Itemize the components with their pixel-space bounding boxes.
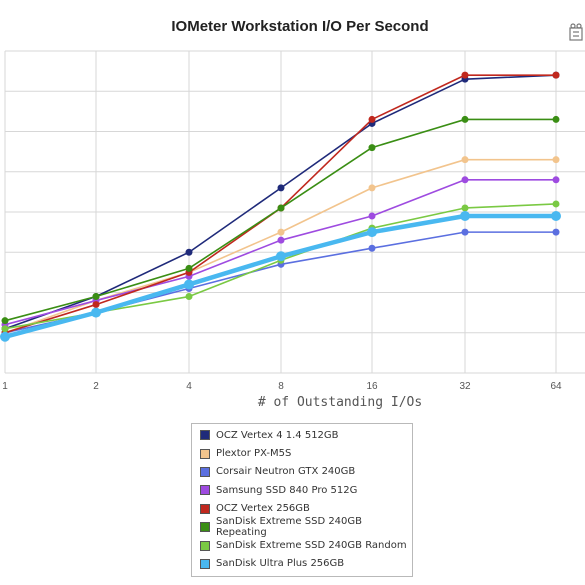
chart-title: IOMeter Workstation I/O Per Second [171,18,429,35]
legend-swatch [200,448,210,459]
legend-swatch [200,558,210,569]
data-point [552,176,560,184]
data-point [367,227,377,238]
data-point [277,184,285,192]
x-tick-label: 32 [459,381,471,392]
legend-label: SanDisk Extreme SSD 240GB Repeating [216,516,363,539]
legend-item: SanDisk Ultra Plus 256GB [192,555,412,573]
data-point [184,279,194,290]
data-point [552,156,560,164]
legend-item: Plextor PX-M5S [192,444,412,462]
x-tick-label: 2 [93,381,99,392]
data-point [461,115,469,123]
data-point [368,212,376,220]
legend-item: SanDisk Extreme SSD 240GB Repeating [192,516,412,539]
data-point [92,301,100,309]
tool-icon [569,23,583,41]
data-point [92,293,100,301]
legend-label: OCZ Vertex 4 1.4 512GB [216,429,339,441]
legend-label: Samsung SSD 840 Pro 512G [216,484,358,496]
legend-label: Plextor PX-M5S [216,448,292,460]
data-point [552,228,560,236]
legend-swatch [200,430,210,441]
legend-swatch [200,503,210,514]
legend-item: OCZ Vertex 4 1.4 512GB [192,426,412,444]
data-point [1,317,9,325]
data-point [1,325,9,333]
data-point [461,156,469,164]
data-point [552,200,560,208]
legend-label: Corsair Neutron GTX 240GB [216,466,356,478]
x-tick-label: 16 [366,381,378,392]
legend-item: OCZ Vertex 256GB [192,500,412,518]
data-point [185,264,193,272]
legend-label: OCZ Vertex 256GB [216,503,310,515]
data-point [276,251,286,262]
data-point [461,176,469,184]
data-point [368,144,376,152]
x-tick-label: 64 [550,381,562,392]
x-axis-label: # of Outstanding I/Os [257,395,423,410]
data-point [551,211,561,222]
data-point [368,244,376,252]
legend-label: SanDisk Ultra Plus 256GB [216,558,345,570]
data-point [552,115,560,123]
data-point [368,184,376,192]
legend-swatch [200,540,210,551]
data-point [0,331,10,342]
legend-item: Corsair Neutron GTX 240GB [192,463,412,481]
legend: OCZ Vertex 4 1.4 512GB Plextor PX-M5S Cors… [191,423,413,578]
data-point [461,71,469,79]
data-point [277,204,285,212]
data-point [185,293,193,301]
data-point [277,228,285,236]
data-point [461,228,469,236]
legend-label: SanDisk Extreme SSD 240GB Random [216,540,407,552]
x-tick-label: 4 [186,381,192,392]
legend-item: SanDisk Extreme SSD 240GB Random [192,536,412,554]
x-tick-label: 8 [278,381,284,392]
data-point [277,236,285,244]
data-point [368,115,376,123]
data-point [460,211,470,222]
data-point [91,307,101,318]
x-tick-label: 1 [2,381,8,392]
legend-item: Samsung SSD 840 Pro 512G [192,481,412,499]
legend-swatch [200,522,210,533]
data-point [552,71,560,79]
legend-swatch [200,485,210,496]
data-point [185,248,193,256]
legend-swatch [200,466,210,477]
data-point [461,204,469,212]
